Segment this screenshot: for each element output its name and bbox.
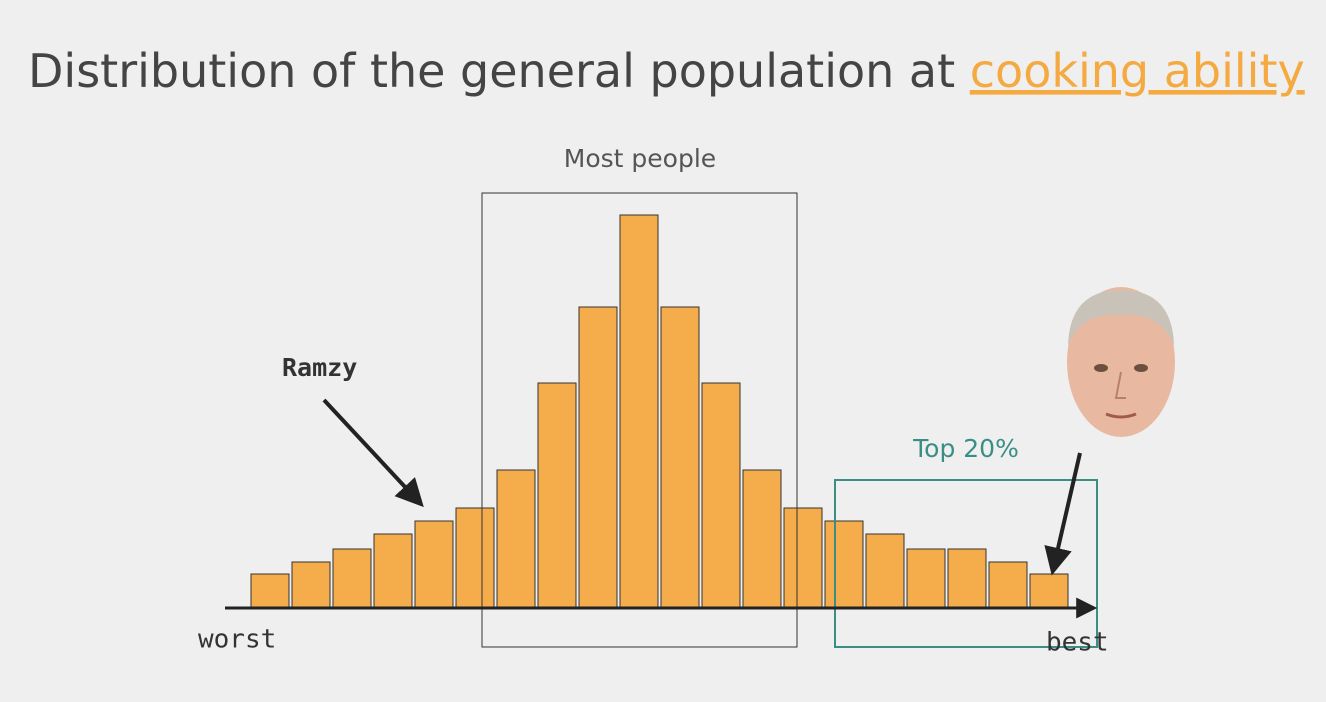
top-box (834, 479, 1098, 648)
bars (250, 214, 1069, 609)
bar (455, 507, 495, 609)
x-label-right: best (1046, 628, 1109, 658)
ramzy-label: Ramzy (282, 353, 357, 382)
ramzy-arrow (322, 398, 424, 508)
x-label-left: worst (198, 625, 276, 655)
bar (1029, 573, 1069, 609)
bar (865, 533, 905, 609)
bar (619, 214, 659, 609)
title-text: Distribution of the general population a… (28, 44, 970, 98)
title-link[interactable]: cooking ability (970, 44, 1305, 98)
bar (414, 520, 454, 609)
bar (824, 520, 864, 609)
chart-title: Distribution of the general population a… (28, 44, 1305, 98)
bar (332, 548, 372, 609)
bar (496, 469, 536, 609)
middle-label: Most people (564, 144, 716, 173)
bar (742, 469, 782, 609)
bar (578, 306, 618, 609)
bar (988, 561, 1028, 609)
bar (250, 573, 290, 609)
bar (537, 382, 577, 609)
middle-box (481, 192, 798, 648)
bar (660, 306, 700, 609)
bar (373, 533, 413, 609)
bar (947, 548, 987, 609)
bar (906, 548, 946, 609)
face-icon (1067, 287, 1175, 437)
bar (783, 507, 823, 609)
bar (291, 561, 331, 609)
bar (701, 382, 741, 609)
ramsay-arrow (1044, 452, 1082, 576)
top-label: Top 20% (912, 434, 1019, 463)
